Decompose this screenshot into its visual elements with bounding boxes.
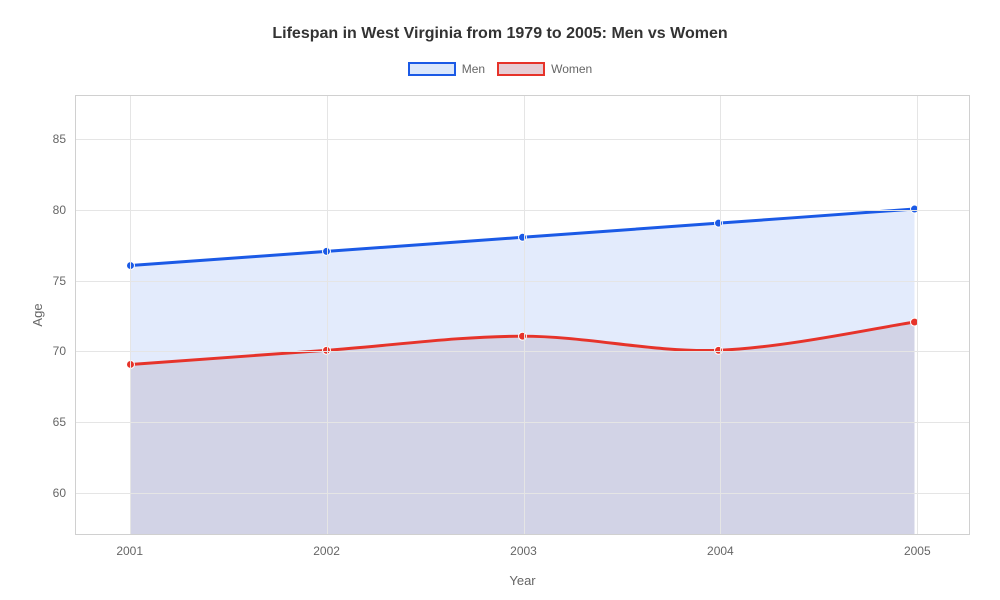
legend: Men Women <box>0 62 1000 76</box>
y-tick-label: 85 <box>53 132 76 146</box>
legend-label-men: Men <box>462 62 485 76</box>
grid-line-h <box>76 351 969 352</box>
grid-line-h <box>76 281 969 282</box>
grid-line-v <box>130 96 131 534</box>
plot-svg <box>76 96 969 534</box>
legend-swatch-women <box>497 62 545 76</box>
y-tick-label: 80 <box>53 203 76 217</box>
grid-line-h <box>76 139 969 140</box>
chart-title: Lifespan in West Virginia from 1979 to 2… <box>0 25 1000 43</box>
legend-item-men[interactable]: Men <box>408 62 485 76</box>
grid-line-h <box>76 493 969 494</box>
grid-line-h <box>76 210 969 211</box>
x-tick-label: 2001 <box>116 534 143 558</box>
x-axis-label: Year <box>75 573 970 588</box>
y-tick-label: 70 <box>53 344 76 358</box>
legend-swatch-men <box>408 62 456 76</box>
y-axis-label: Age <box>30 303 45 326</box>
grid-line-v <box>917 96 918 534</box>
x-tick-label: 2002 <box>313 534 340 558</box>
marker-men[interactable] <box>519 233 527 241</box>
chart-container: Lifespan in West Virginia from 1979 to 2… <box>0 0 1000 600</box>
plot-area: 60657075808520012002200320042005 <box>75 95 970 535</box>
legend-item-women[interactable]: Women <box>497 62 592 76</box>
legend-label-women: Women <box>551 62 592 76</box>
grid-line-v <box>524 96 525 534</box>
x-tick-label: 2004 <box>707 534 734 558</box>
x-tick-label: 2005 <box>904 534 931 558</box>
x-tick-label: 2003 <box>510 534 537 558</box>
y-tick-label: 65 <box>53 415 76 429</box>
grid-line-v <box>327 96 328 534</box>
grid-line-v <box>720 96 721 534</box>
y-tick-label: 60 <box>53 486 76 500</box>
y-tick-label: 75 <box>53 274 76 288</box>
marker-women[interactable] <box>519 332 527 340</box>
grid-line-h <box>76 422 969 423</box>
